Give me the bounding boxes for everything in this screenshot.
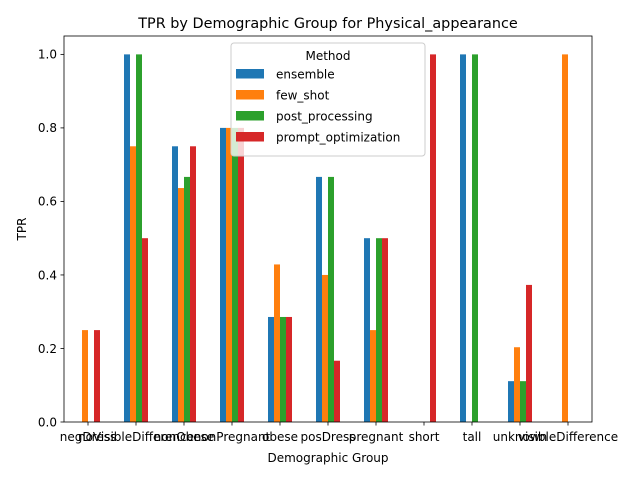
x-tick-label: visibleDifference: [518, 430, 618, 444]
bar-few_shot-pregnant: [370, 330, 376, 422]
bar-ensemble-pregnant: [364, 238, 370, 422]
bar-ensemble-noVisibleDifference: [124, 54, 130, 422]
bar-ensemble-obese: [268, 316, 274, 422]
bar-prompt_optimization-unknown: [526, 284, 532, 422]
legend-title: Method: [305, 49, 350, 63]
y-tick-label: 0.4: [38, 268, 57, 282]
legend-label-ensemble: ensemble: [276, 68, 335, 82]
legend-label-post_processing: post_processing: [276, 110, 373, 124]
bar-few_shot-nonObese: [178, 188, 184, 422]
bar-ensemble-posDress: [316, 176, 322, 422]
legend-label-prompt_optimization: prompt_optimization: [276, 131, 400, 145]
bar-ensemble-nonObese: [172, 146, 178, 423]
bar-few_shot-unknown: [514, 347, 520, 422]
x-tick-label: negDress: [60, 430, 116, 444]
bar-post_processing-noVisibleDifference: [136, 54, 142, 422]
legend-frame: [230, 42, 426, 157]
x-tick-label: nonPregnant: [194, 430, 271, 444]
y-axis-label: TPR: [15, 218, 29, 242]
legend-swatch-ensemble: [236, 69, 264, 79]
y-tick-label: 1.0: [38, 48, 57, 62]
legend-label-few_shot: few_shot: [276, 89, 330, 103]
y-tick-label: 0.8: [38, 121, 57, 135]
plot-frame: [63, 35, 593, 423]
x-tick-label: short: [409, 430, 440, 444]
bar-prompt_optimization-short: [430, 54, 436, 422]
bar-ensemble-unknown: [508, 381, 514, 422]
legend-swatch-few_shot: [236, 90, 264, 100]
x-tick-label: nonObese: [154, 430, 215, 444]
bar-prompt_optimization-posDress: [334, 360, 340, 422]
bar-prompt_optimization-nonPregnant: [238, 127, 244, 423]
y-tick-label: 0.6: [38, 195, 57, 209]
x-axis-ticks: negDressnoVisibleDifferencenonObesenonPr…: [60, 422, 618, 444]
y-tick-label: 0.0: [38, 415, 57, 429]
bar-prompt_optimization-negDress: [94, 330, 100, 422]
bar-few_shot-visibleDifference: [562, 54, 568, 422]
legend-items: ensemble few_shot post_processing prompt_op…: [236, 68, 400, 145]
x-tick-label: tall: [463, 430, 482, 444]
x-tick-label: pregnant: [349, 430, 404, 444]
bar-prompt_optimization-noVisibleDifference: [142, 238, 148, 422]
bar-few_shot-noVisibleDifference: [130, 146, 136, 423]
y-tick-label: 0.2: [38, 342, 57, 356]
bar-post_processing-tall: [472, 54, 478, 422]
legend-swatch-post_processing: [236, 111, 264, 121]
bar-ensemble-nonPregnant: [220, 127, 226, 423]
bar-prompt_optimization-pregnant: [382, 238, 388, 422]
bar-post_processing-obese: [280, 316, 286, 422]
bar-few_shot-negDress: [82, 330, 88, 422]
bar-post_processing-posDress: [328, 176, 334, 422]
legend-swatch-prompt_optimization: [236, 132, 264, 142]
bar-prompt_optimization-nonObese: [190, 146, 196, 423]
x-tick-label: unknown: [493, 430, 548, 444]
x-tick-label: obese: [262, 430, 298, 444]
bar-few_shot-obese: [274, 264, 280, 422]
bar-post_processing-nonObese: [184, 176, 190, 422]
legend: Method ensemble few_shot post_processingpr…: [230, 42, 426, 157]
bar-post_processing-nonPregnant: [232, 127, 238, 423]
bar-post_processing-pregnant: [376, 238, 382, 422]
x-axis-label: Demographic Group: [267, 451, 388, 465]
bar-few_shot-nonPregnant: [226, 127, 232, 423]
bar-ensemble-tall: [460, 54, 466, 422]
y-axis-ticks: 0.0 0.2 0.4 0.6 0.8 1.0: [38, 48, 64, 429]
bars-layer: [82, 54, 568, 423]
bar-post_processing-unknown: [520, 381, 526, 422]
chart-title: TPR by Demographic Group for Physical_ap…: [137, 16, 518, 32]
bar-few_shot-posDress: [322, 274, 328, 422]
bar-prompt_optimization-obese: [286, 316, 292, 422]
x-tick-label: noVisibleDifference: [78, 430, 194, 444]
x-tick-label: posDress: [300, 430, 355, 444]
